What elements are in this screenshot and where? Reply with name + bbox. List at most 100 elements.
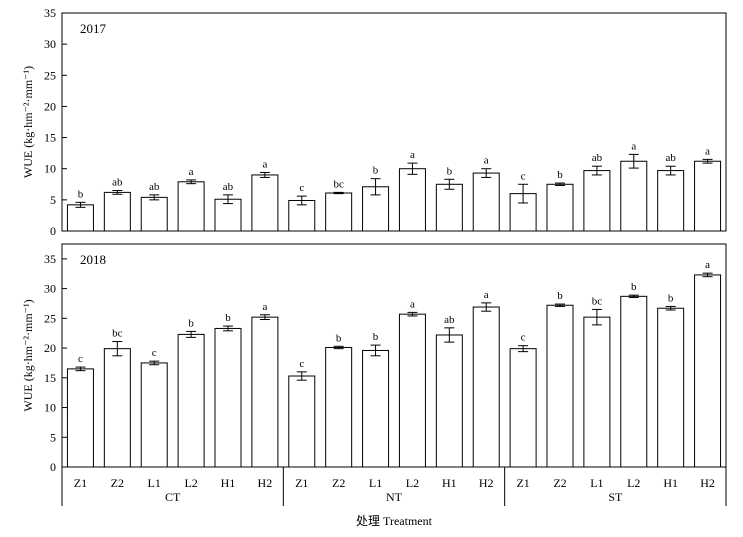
significance-label: c xyxy=(152,347,157,359)
significance-label: b xyxy=(631,281,637,293)
bar xyxy=(66,368,94,468)
y-tick-label: 10 xyxy=(44,162,56,176)
bar xyxy=(177,333,205,468)
y-tick-label: 0 xyxy=(50,224,56,238)
bar xyxy=(583,170,611,232)
significance-label: b xyxy=(225,312,231,324)
significance-label: bc xyxy=(592,295,603,307)
group-label: NT xyxy=(386,490,403,504)
bar xyxy=(435,334,463,468)
x-category-label: H2 xyxy=(258,476,273,490)
x-category-label: L2 xyxy=(406,476,419,490)
y-tick-label: 15 xyxy=(44,371,56,385)
group-label: CT xyxy=(165,490,181,504)
y-tick-label: 35 xyxy=(44,6,56,20)
y-tick-label: 5 xyxy=(50,193,56,207)
bar xyxy=(251,174,279,232)
x-category-label: H1 xyxy=(221,476,236,490)
significance-label: c xyxy=(299,182,304,194)
x-category-label: Z2 xyxy=(553,476,566,490)
significance-label: ab xyxy=(149,181,160,193)
bar xyxy=(325,346,353,468)
significance-label: b xyxy=(373,331,379,343)
significance-label: b xyxy=(447,165,453,177)
bar xyxy=(546,304,574,468)
significance-label: a xyxy=(631,140,636,152)
significance-label: c xyxy=(299,358,304,370)
y-axis-title: WUE (kg·hm⁻²·mm⁻¹) xyxy=(21,66,35,178)
bar xyxy=(103,348,131,468)
x-category-label: H2 xyxy=(479,476,494,490)
bar xyxy=(509,348,537,468)
significance-label: b xyxy=(557,169,563,181)
significance-label: a xyxy=(410,149,415,161)
bar xyxy=(362,349,390,468)
bar xyxy=(657,307,685,468)
bar xyxy=(325,192,353,232)
y-tick-label: 25 xyxy=(44,68,56,82)
x-category-label: L1 xyxy=(148,476,161,490)
x-axis-title: 处理 Treatment xyxy=(356,514,433,528)
significance-label: b xyxy=(336,332,342,344)
bar xyxy=(583,316,611,468)
y-tick-label: 30 xyxy=(44,282,56,296)
y-tick-label: 5 xyxy=(50,430,56,444)
significance-label: a xyxy=(262,158,267,170)
x-category-label: Z2 xyxy=(111,476,124,490)
significance-label: b xyxy=(557,290,563,302)
significance-label: ab xyxy=(444,314,455,326)
x-category-label: L1 xyxy=(369,476,382,490)
significance-label: ab xyxy=(592,152,603,164)
significance-label: bc xyxy=(333,178,344,190)
significance-label: c xyxy=(521,170,526,182)
bar xyxy=(694,274,722,468)
bar xyxy=(435,183,463,232)
y-tick-label: 0 xyxy=(50,460,56,474)
significance-label: a xyxy=(705,259,710,271)
x-category-label: Z2 xyxy=(332,476,345,490)
bar xyxy=(251,316,279,468)
x-category-label: H1 xyxy=(663,476,678,490)
significance-label: a xyxy=(262,301,267,313)
bar xyxy=(140,362,168,468)
significance-label: ab xyxy=(665,152,676,164)
significance-label: bc xyxy=(112,328,123,340)
y-axis-title: WUE (kg·hm⁻²·mm⁻¹) xyxy=(21,299,35,411)
bar xyxy=(620,295,648,468)
bar xyxy=(214,198,242,232)
significance-label: a xyxy=(705,145,710,157)
significance-label: ab xyxy=(112,177,123,189)
bar xyxy=(214,327,242,468)
y-tick-label: 20 xyxy=(44,341,56,355)
x-category-label: L1 xyxy=(590,476,603,490)
bar xyxy=(472,172,500,232)
significance-label: b xyxy=(188,317,194,329)
x-category-label: Z1 xyxy=(74,476,87,490)
y-tick-label: 20 xyxy=(44,99,56,113)
plot-frame xyxy=(61,243,727,468)
y-tick-label: 10 xyxy=(44,401,56,415)
bar xyxy=(398,313,426,468)
y-tick-label: 15 xyxy=(44,131,56,145)
x-category-label: L2 xyxy=(184,476,197,490)
bar xyxy=(694,160,722,232)
bar xyxy=(398,168,426,232)
significance-label: c xyxy=(521,332,526,344)
significance-label: a xyxy=(484,289,489,301)
significance-label: b xyxy=(668,292,674,304)
bar xyxy=(103,191,131,232)
y-tick-label: 30 xyxy=(44,37,56,51)
significance-label: a xyxy=(410,298,415,310)
x-category-label: Z1 xyxy=(516,476,529,490)
bar xyxy=(657,170,685,232)
bar xyxy=(288,199,316,232)
significance-label: a xyxy=(484,155,489,167)
year-label: 2017 xyxy=(80,21,107,36)
x-category-label: L2 xyxy=(627,476,640,490)
bar xyxy=(288,375,316,468)
bar xyxy=(66,204,94,232)
significance-label: c xyxy=(78,353,83,365)
